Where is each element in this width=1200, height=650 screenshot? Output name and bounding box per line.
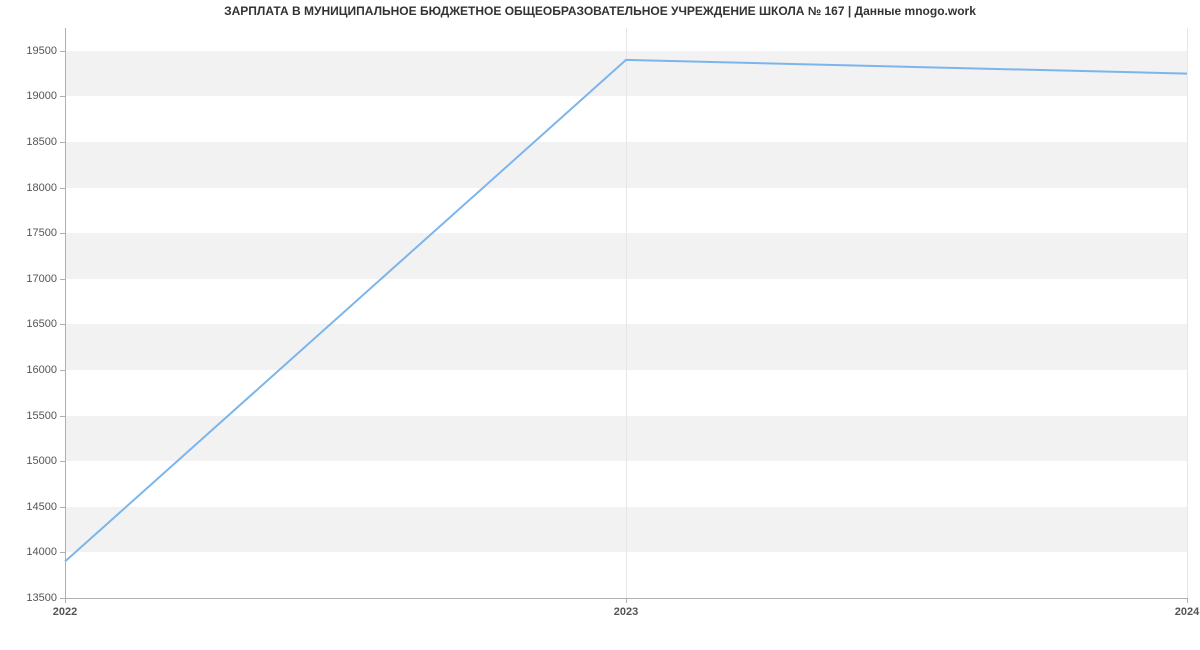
y-tick-label: 16500 — [26, 318, 57, 330]
y-tick-label: 19000 — [26, 90, 57, 102]
x-gridline — [1187, 28, 1188, 598]
series-line — [65, 60, 1187, 562]
chart-title: ЗАРПЛАТА В МУНИЦИПАЛЬНОЕ БЮДЖЕТНОЕ ОБЩЕО… — [0, 4, 1200, 18]
y-tick-label: 14500 — [26, 501, 57, 513]
y-tick-label: 17500 — [26, 227, 57, 239]
y-tick-label: 19500 — [26, 45, 57, 57]
x-tick-mark — [65, 598, 66, 603]
y-tick-label: 16000 — [26, 364, 57, 376]
x-tick-mark — [626, 598, 627, 603]
plot-area: 1350014000145001500015500160001650017000… — [65, 28, 1187, 598]
x-tick-label: 2024 — [1175, 606, 1199, 618]
salary-line-chart: ЗАРПЛАТА В МУНИЦИПАЛЬНОЕ БЮДЖЕТНОЕ ОБЩЕО… — [0, 0, 1200, 650]
y-tick-label: 13500 — [26, 592, 57, 604]
x-tick-label: 2023 — [614, 606, 638, 618]
y-tick-label: 14000 — [26, 546, 57, 558]
y-tick-label: 18000 — [26, 182, 57, 194]
y-tick-label: 18500 — [26, 136, 57, 148]
x-tick-label: 2022 — [53, 606, 77, 618]
y-tick-label: 17000 — [26, 273, 57, 285]
line-series — [65, 28, 1187, 598]
y-tick-label: 15500 — [26, 410, 57, 422]
x-tick-mark — [1187, 598, 1188, 603]
y-tick-label: 15000 — [26, 455, 57, 467]
